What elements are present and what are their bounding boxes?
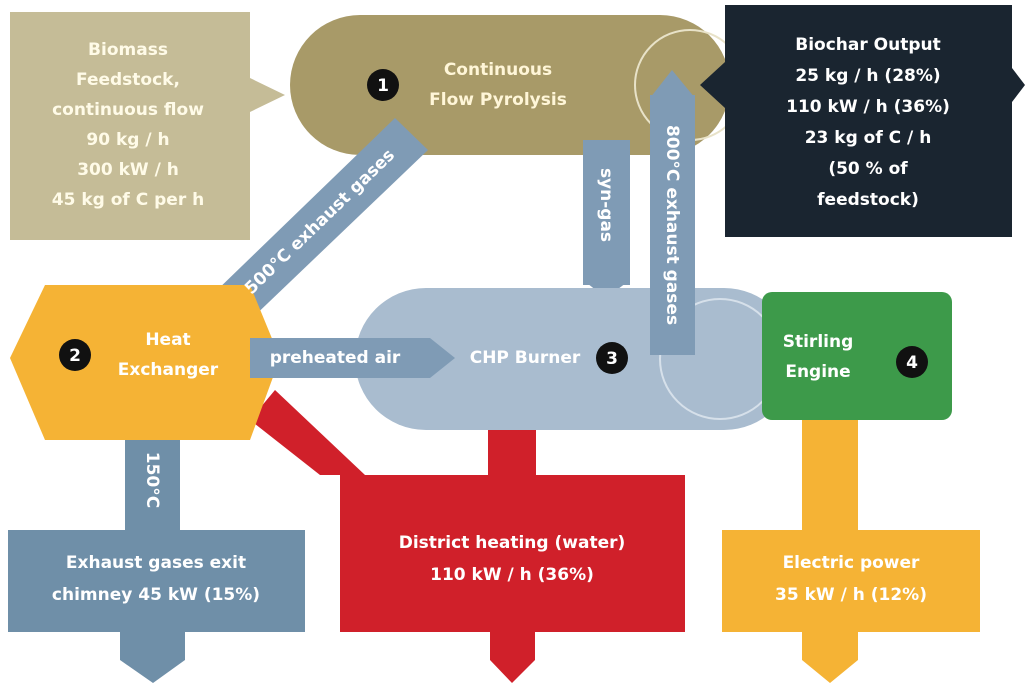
step-badge [367,69,399,101]
district-diagonal [250,390,365,475]
exhaust-box [8,530,305,683]
preheated-air-arrow [250,338,455,378]
node-label: Feedstock, [76,70,180,90]
node-label: chimney 45 kW (15%) [52,585,260,605]
node-label: Flow Pyrolysis [429,90,567,110]
stirling-box [762,292,952,420]
node-label: continuous flow [52,100,204,120]
electric-stem [802,418,858,533]
node-label: Engine [785,362,850,382]
step-badge [59,339,91,371]
node-label: District heating (water) [399,533,626,553]
heat-exchanger [10,285,280,440]
node-label: CHP Burner [470,348,581,368]
node-label: 25 kg / h (28%) [795,66,940,86]
node-label: Exchanger [118,360,219,380]
flow-label: syn-gas [596,168,616,242]
node-label: 35 kW / h (12%) [775,585,927,605]
syngas-band [583,140,630,285]
step-badge [596,342,628,374]
node-label: 300 kW / h [77,160,179,180]
exhaust-800-band [650,95,695,355]
step-badge [896,346,928,378]
node-label: 90 kg / h [86,130,169,150]
node-label: 45 kg of C per h [52,190,204,210]
exhaust-500-band [212,118,428,325]
flow-label: 800°C exhaust gases [662,125,682,325]
district-stem [488,425,536,480]
node-label: Electric power [783,553,920,573]
node-label: Biomass [88,40,168,60]
node-label: Continuous [444,60,552,80]
step-number: 1 [377,76,389,96]
district-box [340,475,685,683]
node-label: 110 kW / h (36%) [430,565,594,585]
node-label: Heat [145,330,190,350]
feedstock-box [10,12,285,240]
node-label: Biochar Output [795,35,941,55]
electric-box [722,530,980,683]
exhaust-800-arrow [650,70,695,98]
pyrolysis-capsule [290,15,730,155]
flow-label: 500°C exhaust gases [241,145,399,298]
flow-label: 150°C [142,452,162,508]
node-label: 23 kg of C / h [805,128,932,148]
node-label: (50 % of [828,159,908,179]
biochar-box [700,5,1025,237]
step-number: 2 [69,346,81,366]
exhaust-stem [125,440,180,530]
step-number: 4 [906,353,918,373]
node-label: 110 kW / h (36%) [786,97,950,117]
node-label: Stirling [783,332,854,352]
step-number: 3 [606,349,618,369]
node-label: feedstock) [817,190,919,210]
flow-label: preheated air [270,348,401,368]
node-label: Exhaust gases exit [66,553,246,573]
